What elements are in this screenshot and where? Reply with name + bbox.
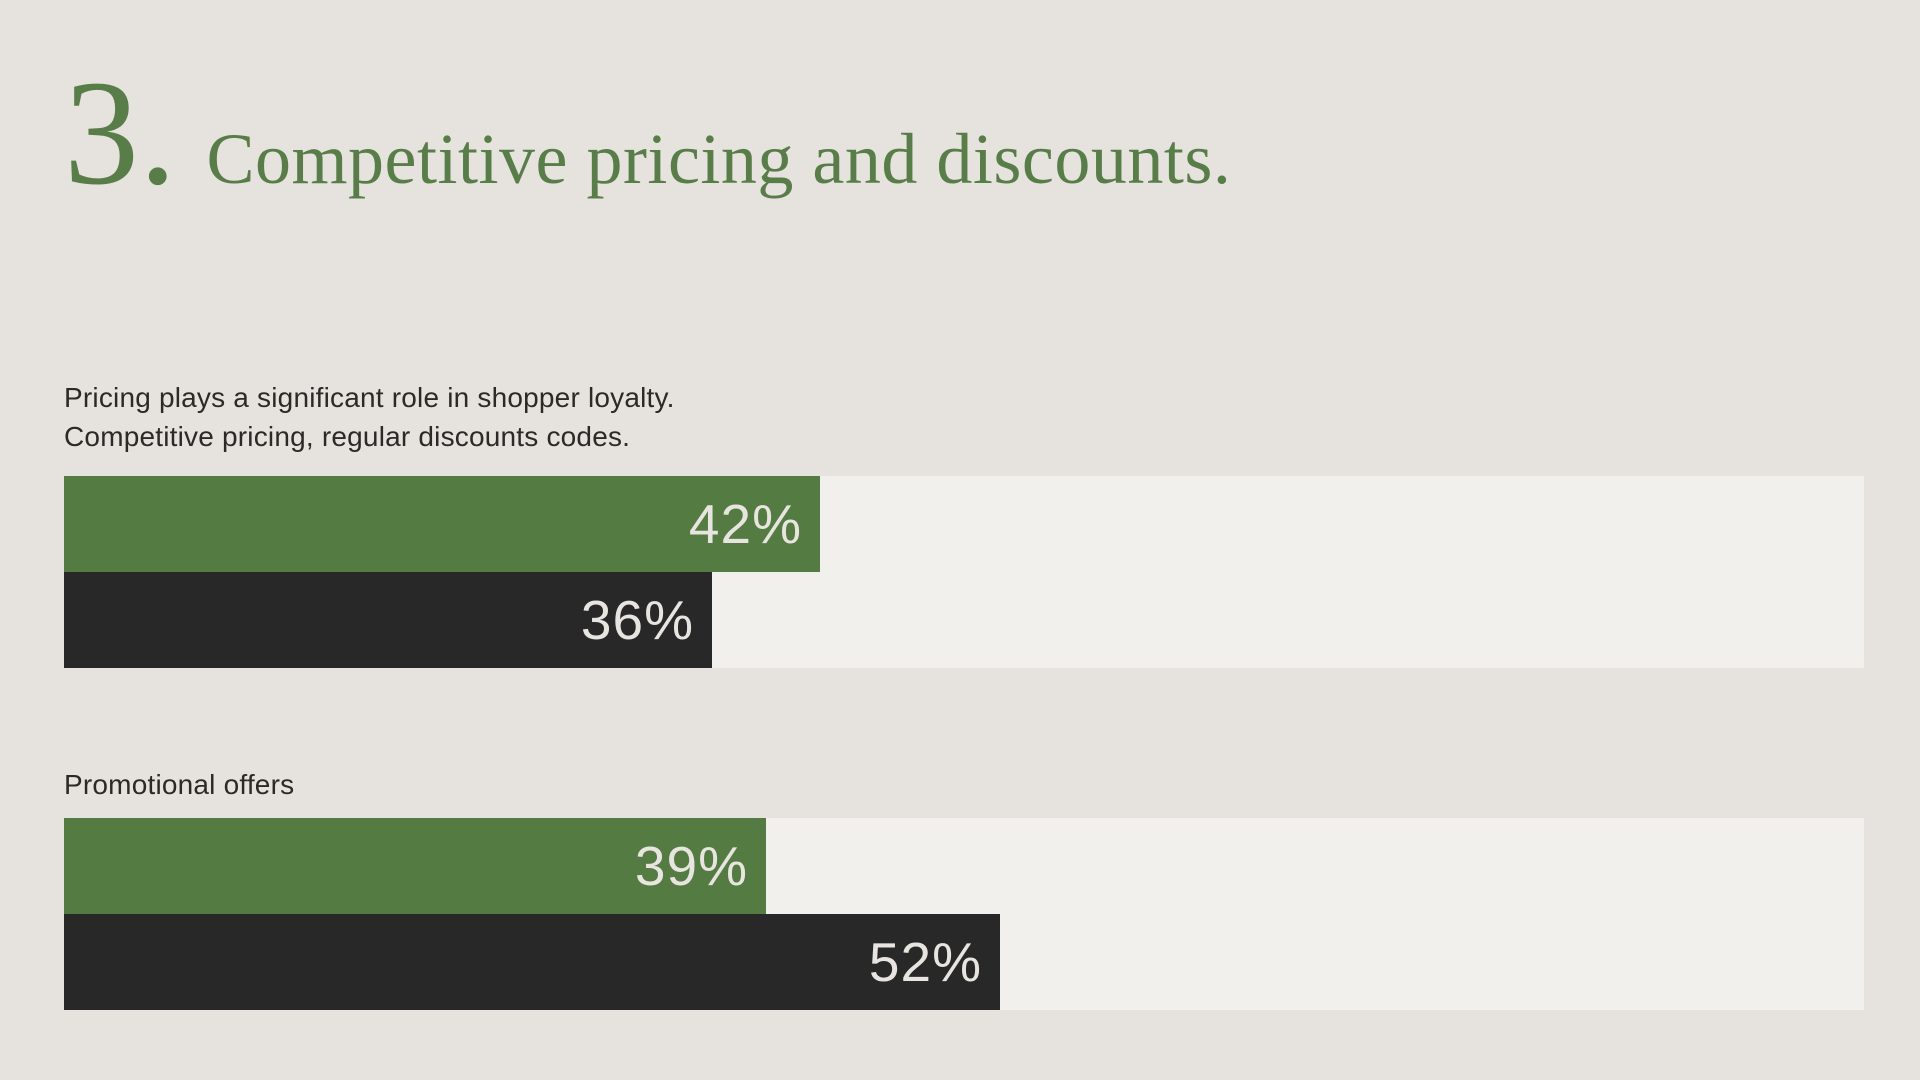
bar-value-label: 36% — [580, 588, 694, 651]
section-number: 3. — [64, 50, 177, 216]
chart-caption: Promotional offers — [64, 765, 1864, 804]
bar-green-42: 42% — [64, 476, 820, 572]
chart-caption-line-1: Promotional offers — [64, 769, 295, 800]
bar-track: 42% 36% — [64, 476, 1864, 668]
bar-dark-36: 36% — [64, 572, 712, 668]
chart-caption-line-1: Pricing plays a significant role in shop… — [64, 382, 675, 413]
bar-value-label: 39% — [634, 834, 748, 897]
bar-track: 39% 52% — [64, 818, 1864, 1010]
page-title: Competitive pricing and discounts. — [206, 119, 1232, 199]
page-header: 3. Competitive pricing and discounts. — [64, 58, 1231, 208]
chart-pricing-loyalty: Pricing plays a significant role in shop… — [64, 378, 1864, 668]
bar-value-label: 52% — [868, 930, 982, 993]
bar-value-label: 42% — [688, 492, 802, 555]
bar-dark-52: 52% — [64, 914, 1000, 1010]
bar-green-39: 39% — [64, 818, 766, 914]
chart-caption: Pricing plays a significant role in shop… — [64, 378, 1864, 456]
chart-caption-line-2: Competitive pricing, regular discounts c… — [64, 421, 631, 452]
chart-promotional-offers: Promotional offers 39% 52% — [64, 765, 1864, 1010]
